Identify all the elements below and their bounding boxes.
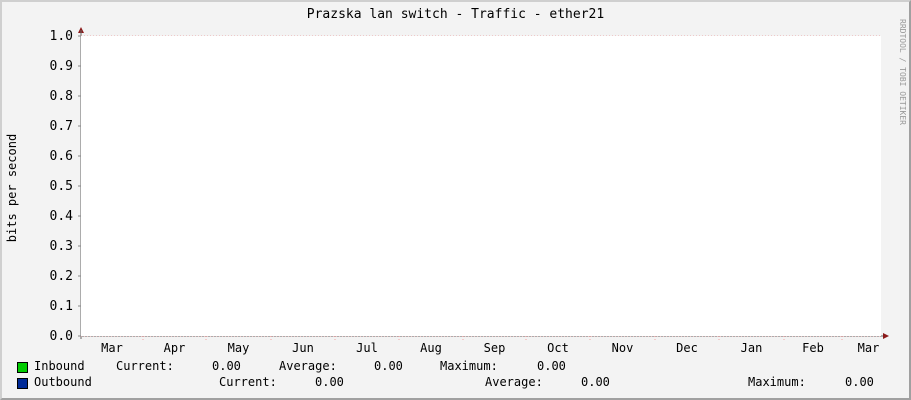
outbound-swatch: [17, 378, 28, 389]
inbound-current-label: Current:: [116, 359, 174, 373]
x-tick-label: May: [228, 341, 250, 355]
x-tick-label: Nov: [612, 341, 634, 355]
inbound-average-label: Average:: [279, 359, 337, 373]
x-tick-label: Jun: [292, 341, 314, 355]
y-tick-label: 0.5: [50, 179, 73, 194]
x-tick-label: Jul: [356, 341, 378, 355]
inbound-maximum: 0.00: [537, 359, 566, 373]
plot-background: [81, 36, 881, 336]
x-tick-label: Aug: [420, 341, 442, 355]
y-tick-label: 0.1: [50, 299, 73, 314]
outbound-average: 0.00: [581, 375, 610, 389]
outbound-average-label: Average:: [485, 375, 543, 389]
x-tick-label: Feb: [802, 341, 824, 355]
inbound-swatch: [17, 362, 28, 373]
inbound-maximum-label: Maximum:: [440, 359, 498, 373]
y-tick-label: 0.9: [50, 59, 73, 74]
y-axis-label: bits per second: [5, 134, 19, 242]
watermark: RRDTOOL / TOBI OETIKER: [898, 19, 907, 125]
y-tick-label: 0.3: [50, 239, 73, 254]
inbound-average: 0.00: [374, 359, 403, 373]
outbound-maximum: 0.00: [845, 375, 874, 389]
outbound-current: 0.00: [315, 375, 344, 389]
chart-title: Prazska lan switch - Traffic - ether21: [306, 7, 605, 22]
x-axis-arrow: [883, 333, 889, 339]
x-tick-label: Sep: [484, 341, 506, 355]
y-tick-label: 0.0: [50, 329, 73, 344]
x-tick-label: Mar: [858, 341, 880, 355]
outbound-current-label: Current:: [219, 375, 277, 389]
x-tick-label: Mar: [101, 341, 123, 355]
y-tick-label: 1.0: [50, 29, 73, 44]
x-tick-label: Oct: [547, 341, 569, 355]
outbound-label: Outbound: [34, 375, 92, 389]
y-tick-label: 0.6: [50, 149, 73, 164]
x-tick-label: Apr: [164, 341, 186, 355]
y-tick-label: 0.4: [50, 209, 74, 224]
x-tick-label: Jan: [741, 341, 763, 355]
inbound-current: 0.00: [212, 359, 241, 373]
y-tick-label: 0.2: [50, 269, 73, 284]
y-tick-label: 0.7: [50, 119, 73, 134]
y-tick-label: 0.8: [50, 89, 73, 104]
x-tick-label: Dec: [676, 341, 698, 355]
outbound-maximum-label: Maximum:: [748, 375, 806, 389]
inbound-label: Inbound: [34, 359, 85, 373]
